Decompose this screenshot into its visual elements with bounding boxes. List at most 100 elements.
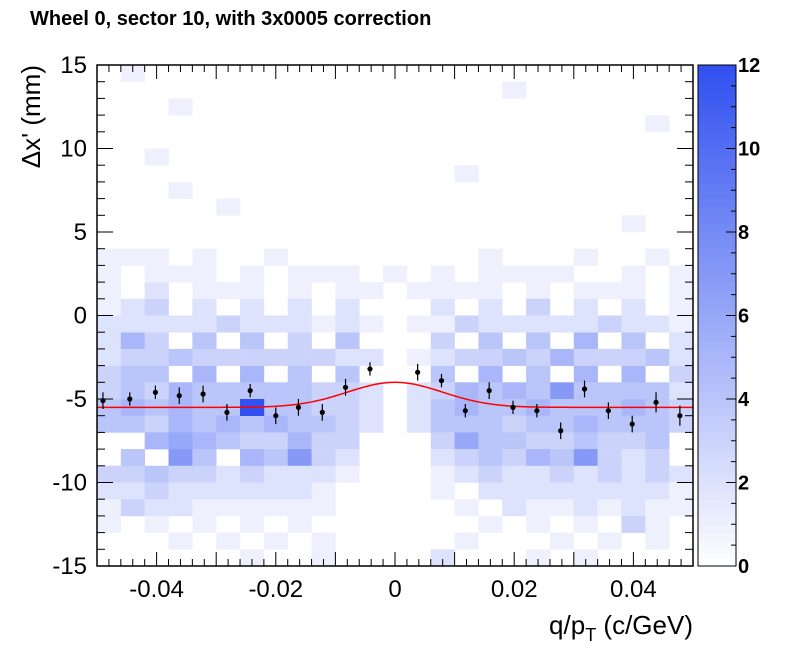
heatmap-cell	[645, 316, 669, 333]
heatmap-cell	[669, 483, 693, 500]
heatmap-cell	[240, 332, 264, 349]
color-scale-step	[698, 424, 736, 433]
heatmap-cell	[502, 483, 526, 500]
heatmap-cell	[455, 499, 479, 516]
heatmap-cell	[288, 265, 312, 282]
color-scale: 024681012	[698, 55, 760, 578]
heatmap-cell	[121, 299, 145, 316]
heatmap-cell	[431, 265, 455, 282]
heatmap-cell	[264, 382, 288, 399]
heatmap-cell	[478, 282, 502, 299]
heatmap-cell	[240, 316, 264, 333]
x-tick-label: -0.04	[129, 576, 184, 603]
z-tick-label: 6	[738, 306, 749, 328]
heatmap-cell	[478, 466, 502, 483]
heatmap-cell	[192, 449, 216, 466]
heatmap-cell	[621, 449, 645, 466]
heatmap-cell	[455, 165, 479, 182]
heatmap-cell	[478, 366, 502, 383]
data-point	[606, 408, 611, 413]
heatmap-cell	[550, 432, 574, 449]
color-scale-step	[698, 357, 736, 366]
heatmap-cell	[478, 432, 502, 449]
x-axis-title: q/pT (c/GeV)	[549, 610, 693, 645]
heatmap-cell	[216, 349, 240, 366]
heatmap-cell	[312, 499, 336, 516]
color-scale-step	[698, 457, 736, 466]
heatmap-cell	[264, 449, 288, 466]
heatmap-cell	[574, 499, 598, 516]
heatmap-cell	[455, 416, 479, 433]
heatmap-cell	[455, 449, 479, 466]
color-scale-step	[698, 399, 736, 408]
heatmap-cell	[312, 416, 336, 433]
color-scale-step	[698, 115, 736, 124]
heatmap-cell	[598, 316, 622, 333]
heatmap-cell	[621, 466, 645, 483]
heatmap-cell	[598, 382, 622, 399]
heatmap-cell	[97, 382, 121, 399]
heatmap-cell	[574, 432, 598, 449]
heatmap-cell	[502, 416, 526, 433]
color-scale-step	[698, 199, 736, 208]
heatmap-cell	[264, 533, 288, 550]
heatmap-cell	[335, 282, 359, 299]
heatmap-cell	[335, 316, 359, 333]
heatmap-cell	[431, 332, 455, 349]
heatmap-cell	[312, 449, 336, 466]
heatmap-cell	[169, 449, 193, 466]
heatmap-cell	[502, 382, 526, 399]
data-point	[320, 410, 325, 415]
heatmap-cell	[335, 449, 359, 466]
color-scale-step	[698, 90, 736, 99]
heatmap-cell	[598, 483, 622, 500]
heatmap-cell	[288, 299, 312, 316]
heatmap-cell	[574, 299, 598, 316]
heatmap-cell	[407, 416, 431, 433]
heatmap-cell	[121, 349, 145, 366]
heatmap-cell	[169, 466, 193, 483]
heatmap-cell	[574, 332, 598, 349]
heatmap-cell	[97, 483, 121, 500]
heatmap-cell	[526, 466, 550, 483]
heatmap-cell	[192, 366, 216, 383]
color-scale-step	[698, 516, 736, 525]
heatmap-cell	[169, 483, 193, 500]
data-point	[127, 396, 132, 401]
heatmap-cell	[335, 466, 359, 483]
heatmap-cell	[192, 483, 216, 500]
heatmap-cell	[335, 382, 359, 399]
heatmap-cell	[97, 332, 121, 349]
heatmap-cell	[288, 366, 312, 383]
heatmap-cell	[550, 449, 574, 466]
heatmap-cell	[478, 349, 502, 366]
y-tick-label: 5	[74, 219, 87, 246]
heatmap-cell	[97, 282, 121, 299]
heatmap-cell	[121, 466, 145, 483]
heatmap-cell	[455, 432, 479, 449]
heatmap-cell	[502, 499, 526, 516]
color-scale-step	[698, 474, 736, 483]
heatmap-cell	[431, 349, 455, 366]
heatmap-cell	[621, 282, 645, 299]
heatmap-cell	[240, 299, 264, 316]
heatmap-cell	[502, 432, 526, 449]
heatmap-cell	[192, 332, 216, 349]
heatmap-cell	[550, 499, 574, 516]
data-point	[677, 413, 682, 418]
heatmap-cell	[455, 533, 479, 550]
heatmap-cell	[288, 516, 312, 533]
heatmap-cell	[431, 282, 455, 299]
color-scale-step	[698, 224, 736, 233]
color-scale-step	[698, 149, 736, 158]
color-scale-step	[698, 207, 736, 216]
heatmap-cell	[335, 332, 359, 349]
heatmap-cell	[550, 265, 574, 282]
data-point	[630, 421, 635, 426]
heatmap-cell	[192, 349, 216, 366]
heatmap-cell	[478, 399, 502, 416]
heatmap-cell	[502, 265, 526, 282]
color-scale-step	[698, 282, 736, 291]
color-scale-step	[698, 123, 736, 132]
heatmap-cell	[264, 432, 288, 449]
